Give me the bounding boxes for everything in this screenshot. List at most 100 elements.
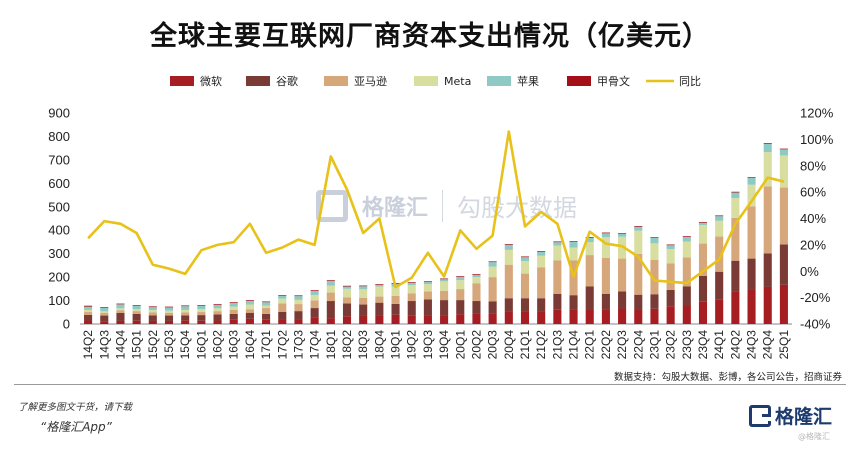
y-left-tick-label: 700 (48, 152, 70, 167)
bar-segment (472, 313, 481, 324)
bar-segment (569, 241, 578, 242)
bar-segment (245, 318, 254, 324)
bar-segment (262, 301, 271, 303)
y-left-tick-label: 500 (48, 199, 70, 214)
x-tick-label: 17Q4 (308, 330, 322, 360)
bar-segment (553, 293, 562, 310)
bar-segment (715, 271, 724, 300)
bar-segment (262, 302, 271, 306)
bar-segment (715, 299, 724, 324)
bar-segment (181, 309, 190, 313)
bar-segment (213, 304, 222, 305)
bar-segment (407, 315, 416, 324)
bar-segment (391, 295, 400, 304)
x-tick-label: 18Q4 (372, 330, 386, 360)
bar-segment (456, 300, 465, 315)
bar-segment (326, 301, 335, 319)
bar-segment (537, 255, 546, 268)
bar-segment (423, 291, 432, 300)
bar-segment (132, 305, 141, 310)
bar-segment (731, 217, 740, 261)
bar-segment (731, 192, 740, 199)
bar-segment (342, 303, 352, 317)
bar-segment (262, 308, 271, 314)
bar-segment (132, 313, 141, 321)
bar-segment (164, 312, 174, 316)
brand-logo-icon (748, 404, 771, 427)
bar-segment (148, 306, 157, 308)
legend-label: 微软 (200, 74, 222, 88)
bar-segment (601, 309, 610, 324)
bar-segment (488, 266, 497, 278)
bar-segment (763, 253, 772, 287)
bar-segment (585, 309, 594, 324)
bar-segment (763, 186, 772, 254)
y-left-tick-label: 100 (48, 293, 70, 308)
bar-segment (569, 295, 578, 310)
bar-segment (100, 321, 109, 324)
legend-swatch (324, 76, 348, 86)
bar-segment (181, 312, 190, 316)
bar-segment (164, 310, 174, 313)
legend-swatch (170, 76, 194, 86)
bar-segment (650, 237, 659, 244)
y-left-tick-label: 300 (48, 246, 70, 261)
bar-segment (326, 280, 335, 286)
bar-segment (666, 248, 675, 264)
bar-segment (569, 241, 578, 248)
bar-segment (245, 309, 254, 313)
bar-segment (197, 320, 206, 324)
bar-segment (294, 299, 303, 305)
legend-label: 亚马逊 (354, 75, 387, 88)
legend-swatch (567, 76, 591, 86)
brand-name: 格隆汇 (774, 406, 832, 428)
bar-segment (650, 308, 659, 324)
bar-segment (779, 187, 788, 245)
y-right-tick-label: 20% (800, 237, 826, 252)
bar-segment (359, 315, 368, 324)
chart-legend: 微软 谷歌 亚马逊 Meta 苹果 甲骨文 同比 (170, 74, 701, 88)
x-tick-label: 18Q2 (340, 330, 354, 360)
bar-segment (375, 302, 384, 316)
bar-segment (423, 299, 432, 316)
bar-segment (666, 263, 675, 291)
bar-segment (698, 301, 708, 324)
bar-segment (294, 319, 303, 324)
bar-segment (310, 290, 319, 291)
bar-segment (359, 285, 368, 287)
x-tick-label: 22Q3 (615, 330, 629, 360)
bar-segment (100, 311, 109, 313)
bar-segment (100, 315, 109, 322)
bar-segment (164, 307, 174, 311)
legend-label: Meta (444, 75, 471, 88)
bar-segment (294, 295, 303, 297)
bar-segment (553, 242, 562, 246)
bar-segment (440, 278, 449, 280)
bar-segment (229, 309, 238, 314)
bar-segment (650, 243, 659, 260)
bar-segment (375, 315, 384, 324)
bar-segment (245, 300, 254, 305)
bar-segment (472, 283, 481, 302)
bar-segment (132, 311, 141, 314)
y-right-tick-label: -20% (800, 290, 831, 305)
bar-segment (682, 305, 691, 324)
x-tick-label: 15Q4 (178, 330, 192, 360)
bar-segment (601, 237, 610, 258)
bar-segment (391, 314, 400, 324)
legend-label: 甲骨文 (597, 74, 630, 88)
bar-segment (618, 233, 627, 237)
bar-segment (229, 302, 238, 303)
y-left-tick-label: 800 (48, 129, 70, 144)
bar-segment (488, 262, 497, 267)
x-tick-label: 19Q4 (437, 330, 451, 360)
bar-segment (440, 279, 449, 282)
bar-segment (84, 305, 93, 307)
bar-segment (553, 245, 562, 261)
x-tick-label: 23Q1 (647, 330, 661, 360)
bar-segment (472, 274, 481, 275)
bar-segment (472, 301, 481, 314)
bar-segment (100, 312, 109, 316)
bar-segment (197, 305, 206, 309)
x-tick-label: 14Q4 (113, 330, 127, 360)
